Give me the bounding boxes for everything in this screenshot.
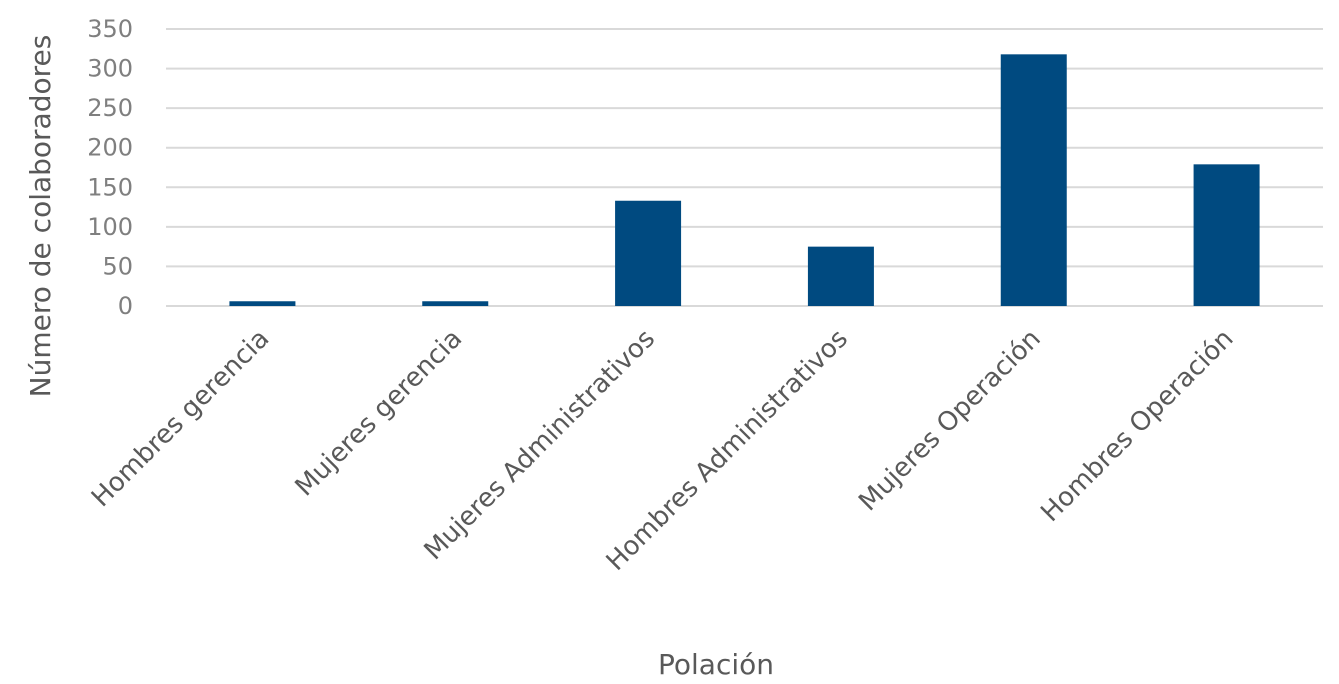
- y-tick-label: 200: [87, 134, 133, 162]
- bar: [1000, 54, 1067, 306]
- x-axis-labels: Hombres gerencia Mujeres gerenciaMujeres …: [86, 324, 1240, 577]
- y-tick-label: 0: [118, 292, 133, 320]
- x-tick-label: Hombres gerencia: [86, 324, 275, 513]
- y-tick-label: 350: [87, 15, 133, 43]
- bars: [229, 54, 1260, 306]
- bar: [229, 301, 296, 306]
- x-axis-title: Polación: [658, 648, 774, 680]
- x-tick-label: Hombres Operación: [1035, 324, 1239, 528]
- x-tick-label: Mujeres Operación: [853, 324, 1046, 517]
- bar: [807, 246, 874, 306]
- y-axis-ticks: 0 50 100 150 200 250 300 350: [87, 15, 133, 320]
- bar: [422, 301, 489, 306]
- bar: [1193, 164, 1260, 306]
- y-tick-label: 250: [87, 94, 133, 122]
- y-tick-label: 300: [87, 55, 133, 83]
- y-axis-title: Número de colaboradores: [24, 35, 57, 398]
- y-tick-label: 50: [102, 252, 133, 280]
- y-tick-label: 100: [87, 213, 133, 241]
- y-tick-label: 150: [87, 173, 133, 201]
- x-tick-label: Mujeres gerencia: [290, 324, 469, 503]
- bar: [615, 200, 682, 306]
- gridlines: [166, 28, 1323, 307]
- x-tick-label: Mujeres Administrativos: [419, 324, 661, 566]
